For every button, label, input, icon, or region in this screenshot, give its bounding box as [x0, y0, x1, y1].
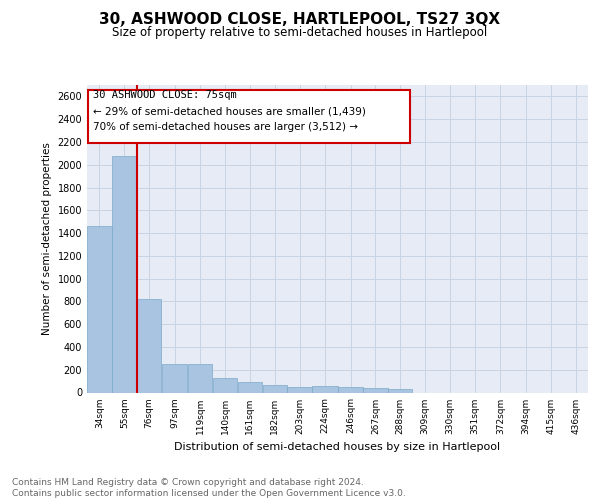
Bar — [162, 364, 187, 392]
Bar — [238, 382, 262, 392]
Bar — [263, 384, 287, 392]
Bar — [388, 389, 412, 392]
Text: Size of property relative to semi-detached houses in Hartlepool: Size of property relative to semi-detach… — [112, 26, 488, 39]
Y-axis label: Number of semi-detached properties: Number of semi-detached properties — [42, 142, 52, 335]
Bar — [313, 386, 338, 392]
Bar — [188, 364, 212, 392]
Bar — [287, 387, 312, 392]
X-axis label: Distribution of semi-detached houses by size in Hartlepool: Distribution of semi-detached houses by … — [175, 442, 500, 452]
Bar — [88, 90, 410, 142]
Text: 70% of semi-detached houses are larger (3,512) →: 70% of semi-detached houses are larger (… — [93, 122, 358, 132]
Text: Contains HM Land Registry data © Crown copyright and database right 2024.
Contai: Contains HM Land Registry data © Crown c… — [12, 478, 406, 498]
Bar — [338, 387, 362, 392]
Bar — [87, 226, 112, 392]
Bar — [363, 388, 388, 392]
Text: ← 29% of semi-detached houses are smaller (1,439): ← 29% of semi-detached houses are smalle… — [93, 106, 366, 117]
Text: 30 ASHWOOD CLOSE: 75sqm: 30 ASHWOOD CLOSE: 75sqm — [93, 90, 236, 101]
Bar — [213, 378, 237, 392]
Text: 30, ASHWOOD CLOSE, HARTLEPOOL, TS27 3QX: 30, ASHWOOD CLOSE, HARTLEPOOL, TS27 3QX — [100, 12, 500, 28]
Bar — [137, 299, 161, 392]
Bar — [112, 156, 136, 392]
